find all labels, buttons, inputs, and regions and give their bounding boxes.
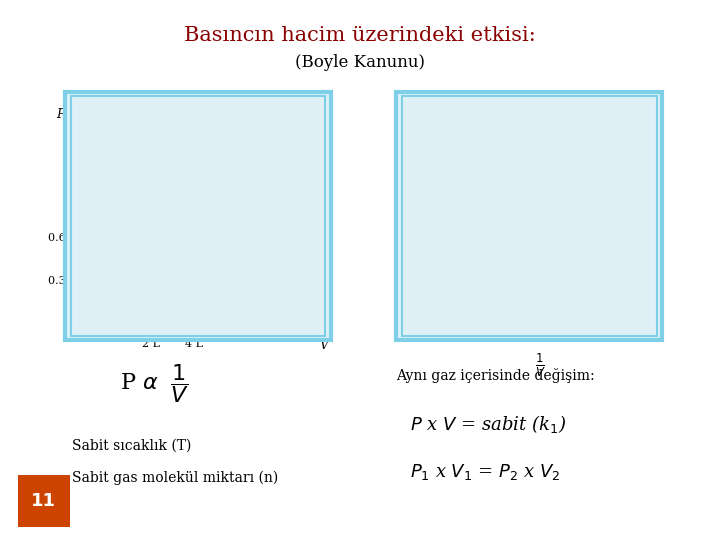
Text: $P_1$ x $V_1$ = $P_2$ x $V_2$: $P_1$ x $V_1$ = $P_2$ x $V_2$ [410,462,561,483]
Text: Sabit sıcaklık (T): Sabit sıcaklık (T) [72,438,192,453]
Circle shape [19,476,69,525]
Text: 4 L: 4 L [185,339,203,349]
Text: 0.6 atm: 0.6 atm [48,233,91,242]
Text: 2 L: 2 L [142,339,160,349]
Text: (Boyle Kanunu): (Boyle Kanunu) [295,53,425,71]
Text: V: V [320,339,328,352]
Text: Sabit gas molekül miktarı (n): Sabit gas molekül miktarı (n) [72,471,278,485]
Text: 11: 11 [32,492,56,510]
Text: $\frac{1}{V}$: $\frac{1}{V}$ [535,352,545,380]
Text: Aynı gaz içerisinde değişim:: Aynı gaz içerisinde değişim: [396,368,595,383]
Text: P: P [56,108,65,121]
Text: 0.3 atm: 0.3 atm [48,276,91,286]
Text: $P$ x $V$ = sabit (k$_1$): $P$ x $V$ = sabit (k$_1$) [410,413,567,435]
Text: P $\alpha$  $\dfrac{1}{V}$: P $\alpha$ $\dfrac{1}{V}$ [120,362,189,405]
Text: Basıncın hacim üzerindeki etkisi:: Basıncın hacim üzerindeki etkisi: [184,25,536,45]
Text: P: P [393,108,401,121]
